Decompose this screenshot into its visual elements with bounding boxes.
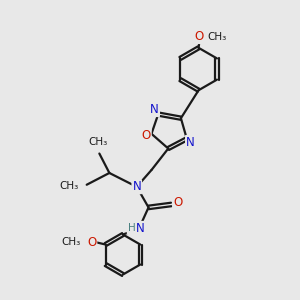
Text: N: N — [150, 103, 159, 116]
Text: CH₃: CH₃ — [59, 181, 79, 191]
Text: CH₃: CH₃ — [208, 32, 227, 42]
Text: O: O — [195, 30, 204, 43]
Text: CH₃: CH₃ — [61, 237, 81, 247]
Text: O: O — [87, 236, 96, 249]
Text: H: H — [128, 223, 135, 233]
Text: N: N — [132, 180, 141, 193]
Text: O: O — [173, 196, 182, 208]
Text: N: N — [186, 136, 195, 149]
Text: N: N — [136, 222, 145, 235]
Text: CH₃: CH₃ — [88, 137, 107, 147]
Text: O: O — [142, 129, 151, 142]
